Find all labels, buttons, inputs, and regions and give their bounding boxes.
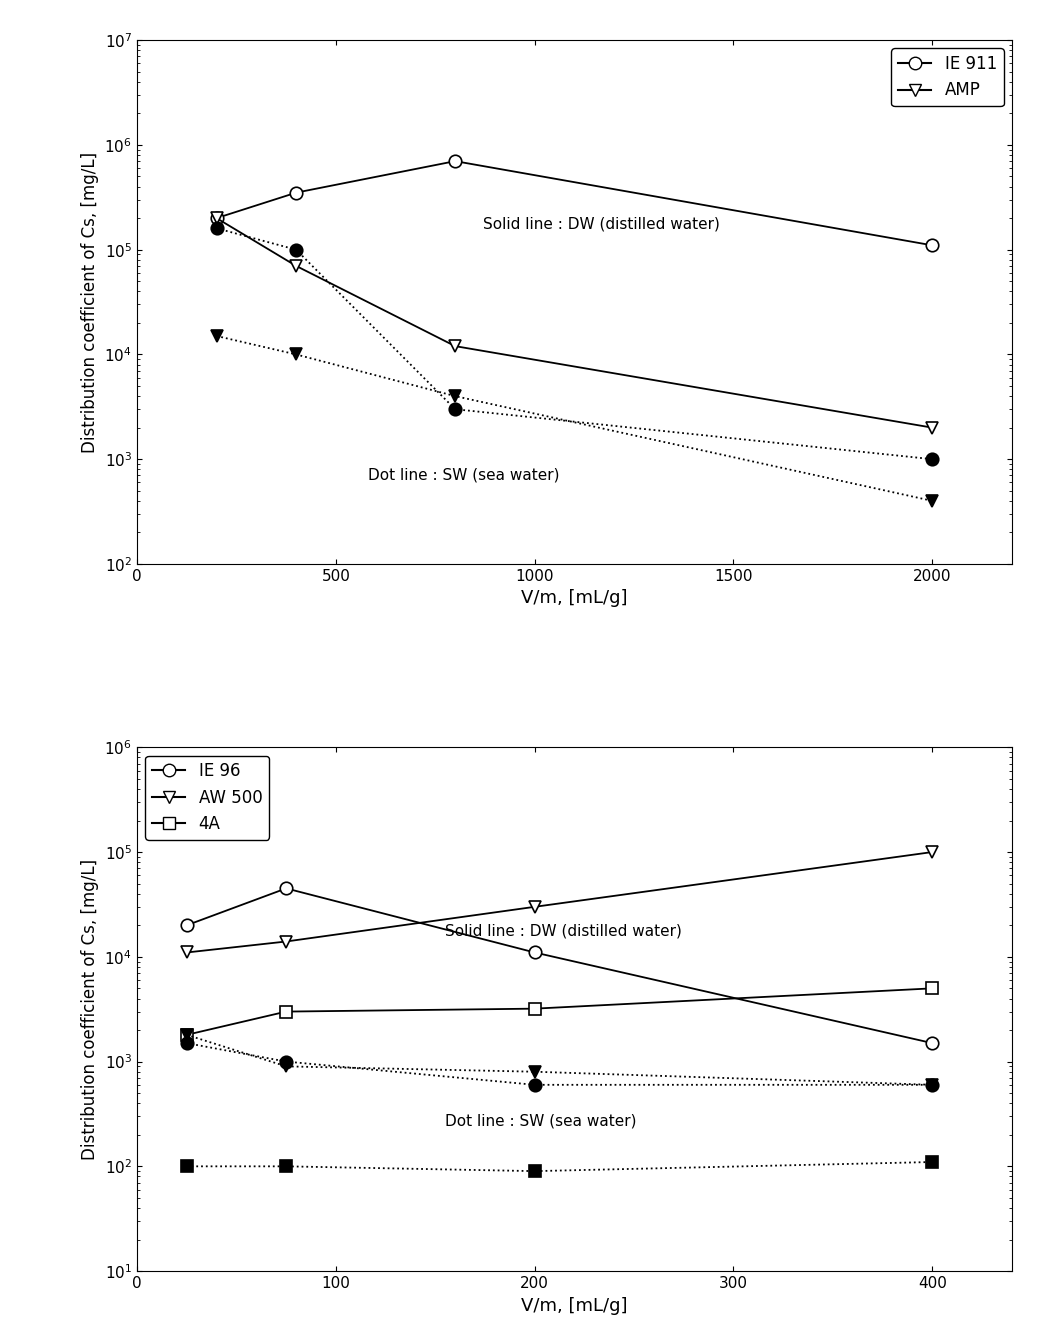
4A: [926, 981, 939, 997]
AW 500: [180, 945, 193, 961]
Line: 4A: 4A: [180, 982, 938, 1041]
IE 96: [528, 945, 541, 961]
Line: IE 911: IE 911: [211, 155, 938, 252]
Line: AW 500: AW 500: [180, 846, 938, 959]
IE 911: [290, 185, 302, 201]
X-axis label: V/m, [mL/g]: V/m, [mL/g]: [521, 589, 628, 607]
AW 500: [279, 934, 292, 950]
Line: AMP: AMP: [211, 211, 938, 434]
Text: Dot line : SW (sea water): Dot line : SW (sea water): [368, 467, 560, 483]
X-axis label: V/m, [mL/g]: V/m, [mL/g]: [521, 1297, 628, 1314]
Text: Dot line : SW (sea water): Dot line : SW (sea water): [445, 1113, 637, 1128]
Y-axis label: Distribution coefficient of Cs, [mg/L]: Distribution coefficient of Cs, [mg/L]: [81, 151, 99, 452]
4A: [528, 1001, 541, 1017]
IE 911: [926, 237, 939, 253]
AMP: [210, 210, 222, 226]
IE 96: [279, 880, 292, 896]
IE 96: [180, 918, 193, 934]
IE 911: [210, 210, 222, 226]
4A: [180, 1026, 193, 1042]
IE 96: [926, 1036, 939, 1052]
Y-axis label: Distribution coefficient of Cs, [mg/L]: Distribution coefficient of Cs, [mg/L]: [81, 859, 99, 1160]
IE 911: [449, 153, 462, 169]
Text: Solid line : DW (distilled water): Solid line : DW (distilled water): [445, 923, 682, 938]
Line: IE 96: IE 96: [180, 882, 938, 1049]
Legend: IE 911, AMP: IE 911, AMP: [892, 48, 1003, 106]
Text: Solid line : DW (distilled water): Solid line : DW (distilled water): [483, 217, 720, 231]
AMP: [290, 258, 302, 274]
AW 500: [528, 899, 541, 915]
AMP: [449, 339, 462, 355]
4A: [279, 1004, 292, 1020]
Legend: IE 96, AW 500, 4A: IE 96, AW 500, 4A: [145, 756, 269, 840]
AW 500: [926, 844, 939, 860]
AMP: [926, 420, 939, 436]
